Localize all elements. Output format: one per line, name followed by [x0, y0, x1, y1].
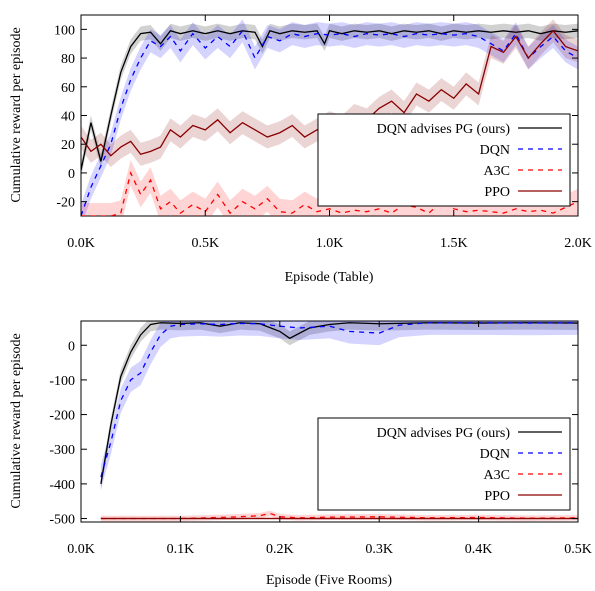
x-tick-label: 1.0K: [316, 236, 344, 251]
series-lines: [81, 29, 578, 216]
series-line-dqn: [81, 29, 578, 216]
y-tick-label: -500: [49, 513, 75, 528]
x-tick-label: 0.5K: [564, 542, 592, 557]
y-tick-label: -200: [49, 409, 75, 424]
series-line-dqn: [100, 322, 578, 478]
series-line-ppo: [81, 29, 578, 157]
y-tick-label: 60: [61, 81, 75, 96]
x-tick-label: 0.2K: [266, 542, 294, 557]
series-line-a3c: [81, 170, 578, 216]
x-tick-label: 1.5K: [440, 236, 468, 251]
y-tick-label: 0: [68, 167, 75, 182]
legend-label-ppo: PPO: [484, 185, 510, 200]
legend: DQN advises PG (ours) DQN A3C PPO: [317, 113, 571, 207]
legend-label-a3c: A3C: [484, 468, 510, 483]
series-line-dqn-advises-pg-ours: [81, 30, 578, 171]
axis-ticks: 0.0K 0.1K 0.2K 0.3K 0.4K 0.5K -500 -400 -300 -200…: [49, 321, 592, 557]
x-tick-label: 0.1K: [167, 542, 195, 557]
y-axis-label: Cumulative reward per episode: [9, 333, 24, 508]
y-tick-label: 0: [68, 339, 75, 354]
y-tick-label: 20: [61, 138, 75, 153]
y-axis-label: Cumulative reward per episode: [9, 27, 24, 202]
series-line-a3c: [100, 512, 578, 520]
x-tick-label: 0.0K: [67, 236, 95, 251]
y-tick-label: 80: [61, 52, 75, 67]
band-a3c: [100, 510, 578, 522]
chart-table: 0.0K 0.5K 1.0K 1.5K 2.0K -20 0 20 40 60 80 100 Epis…: [9, 14, 592, 285]
series-line-dqn-advises-pg-ours: [100, 322, 578, 484]
x-tick-label: 0.5K: [191, 236, 219, 251]
legend-label-dqn: DQN: [480, 447, 510, 462]
x-tick-label: 0.4K: [465, 542, 493, 557]
y-tick-label: -300: [49, 443, 75, 458]
series-lines: [100, 322, 578, 520]
legend-label-dqn: DQN: [480, 143, 510, 158]
x-tick-label: 0.0K: [67, 542, 95, 557]
legend-label-ppo: PPO: [484, 489, 510, 504]
y-tick-label: -400: [49, 478, 75, 493]
legend-label-dqn-advises-pg-ours: DQN advises PG (ours): [377, 122, 511, 137]
x-tick-label: 2.0K: [564, 236, 592, 251]
chart-five-rooms: 0.0K 0.1K 0.2K 0.3K 0.4K 0.5K -500 -400 -300 -200…: [9, 320, 592, 588]
y-tick-label: 40: [61, 110, 75, 125]
legend-label-dqn-advises-pg-ours: DQN advises PG (ours): [377, 426, 511, 441]
x-axis-label: Episode (Five Rooms): [266, 573, 392, 588]
legend: DQN advises PG (ours) DQN A3C PPO: [317, 417, 571, 511]
y-tick-label: -20: [56, 196, 75, 211]
legend-label-a3c: A3C: [484, 164, 510, 179]
y-tick-label: -100: [49, 374, 75, 389]
axis-ticks: 0.0K 0.5K 1.0K 1.5K 2.0K -20 0 20 40 60 80 100: [54, 15, 592, 251]
plot-frame: [80, 320, 579, 523]
y-tick-label: 100: [54, 23, 75, 38]
x-tick-label: 0.3K: [365, 542, 393, 557]
x-axis-label: Episode (Table): [285, 270, 374, 285]
